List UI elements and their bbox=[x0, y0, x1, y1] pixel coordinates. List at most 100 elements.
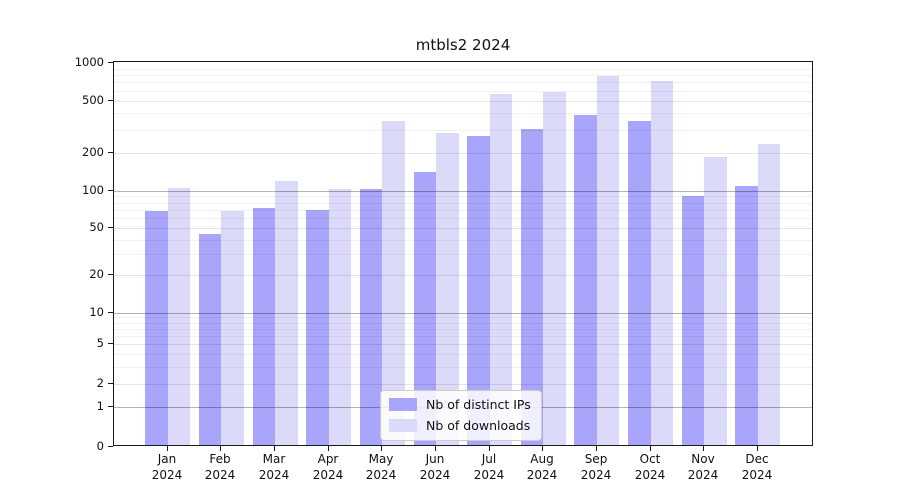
bar-distinct-ips-feb bbox=[198, 234, 222, 445]
legend-swatch-downloads bbox=[389, 419, 417, 432]
legend-item-distinct-ips: Nb of distinct IPs bbox=[389, 396, 531, 413]
bar-distinct-ips-jul bbox=[467, 136, 490, 445]
x-tick-aug bbox=[542, 446, 543, 451]
y-tick-label-100: 100 bbox=[82, 183, 104, 197]
bar-downloads-mar bbox=[275, 181, 298, 445]
bar-downloads-dec bbox=[757, 144, 781, 445]
chart-title: mtbls2 2024 bbox=[415, 36, 511, 54]
bar-distinct-ips-sep bbox=[574, 115, 597, 445]
y-tick-200 bbox=[108, 152, 113, 153]
bar-distinct-ips-nov bbox=[681, 196, 705, 445]
y-tick-500 bbox=[108, 100, 113, 101]
y-tick-100 bbox=[108, 190, 113, 191]
x-tick-label-jun: Jun 2024 bbox=[419, 452, 451, 482]
gridline-4 bbox=[114, 354, 812, 355]
bar-downloads-aug bbox=[543, 92, 566, 445]
gridline-7 bbox=[114, 329, 812, 330]
bar-downloads-may bbox=[382, 121, 405, 445]
y-tick-0 bbox=[108, 446, 113, 447]
gridline-9 bbox=[114, 317, 812, 318]
y-tick-label-5: 5 bbox=[96, 336, 104, 350]
gridline-5 bbox=[114, 344, 812, 345]
x-tick-label-oct: Oct 2024 bbox=[634, 452, 666, 482]
gridline-50 bbox=[114, 228, 812, 229]
y-tick-label-10: 10 bbox=[89, 305, 104, 319]
y-tick-10 bbox=[108, 312, 113, 313]
bar-distinct-ips-aug bbox=[520, 129, 544, 445]
legend-label-distinct-ips: Nb of distinct IPs bbox=[426, 397, 531, 412]
x-tick-label-may: May 2024 bbox=[365, 452, 397, 482]
gridline-90 bbox=[114, 196, 812, 197]
y-tick-5 bbox=[108, 343, 113, 344]
gridline-30 bbox=[114, 254, 812, 255]
bar-distinct-ips-oct bbox=[628, 121, 651, 445]
y-tick-1 bbox=[108, 406, 113, 407]
gridline-70 bbox=[114, 210, 812, 211]
legend-label-downloads: Nb of downloads bbox=[426, 418, 531, 433]
bar-downloads-jul bbox=[489, 94, 513, 445]
y-tick-label-50: 50 bbox=[89, 220, 104, 234]
y-tick-2 bbox=[108, 383, 113, 384]
gridline-200 bbox=[114, 153, 812, 154]
x-tick-label-aug: Aug 2024 bbox=[526, 452, 558, 482]
gridline-100 bbox=[114, 191, 812, 192]
gridline-400 bbox=[114, 113, 812, 114]
x-tick-dec bbox=[757, 446, 758, 451]
x-tick-label-apr: Apr 2024 bbox=[312, 452, 344, 482]
gridline-600 bbox=[114, 91, 812, 92]
bar-downloads-apr bbox=[328, 189, 352, 445]
bar-downloads-jan bbox=[167, 188, 191, 445]
bar-distinct-ips-jan bbox=[145, 211, 168, 445]
plot-area bbox=[113, 61, 813, 446]
bar-downloads-sep bbox=[596, 76, 620, 445]
y-tick-label-0: 0 bbox=[96, 439, 104, 453]
x-tick-label-dec: Dec 2024 bbox=[741, 452, 773, 482]
y-tick-label-20: 20 bbox=[89, 267, 104, 281]
y-tick-label-500: 500 bbox=[82, 93, 104, 107]
bar-downloads-oct bbox=[650, 81, 674, 445]
gridline-900 bbox=[114, 69, 812, 70]
y-tick-50 bbox=[108, 227, 113, 228]
y-tick-label-200: 200 bbox=[82, 145, 104, 159]
x-tick-apr bbox=[328, 446, 329, 451]
x-tick-may bbox=[381, 446, 382, 451]
gridline-300 bbox=[114, 130, 812, 131]
bar-distinct-ips-jun bbox=[413, 172, 436, 445]
x-tick-label-jan: Jan 2024 bbox=[151, 452, 183, 482]
gridline-6 bbox=[114, 336, 812, 337]
gridline-500 bbox=[114, 101, 812, 102]
x-tick-label-jul: Jul 2024 bbox=[473, 452, 505, 482]
bar-distinct-ips-may bbox=[359, 189, 383, 445]
bars-layer bbox=[114, 62, 812, 445]
x-tick-jul bbox=[489, 446, 490, 451]
bar-distinct-ips-mar bbox=[252, 208, 276, 445]
bar-downloads-feb bbox=[221, 211, 244, 445]
gridline-10 bbox=[114, 313, 812, 314]
gridline-20 bbox=[114, 275, 812, 276]
y-tick-label-2: 2 bbox=[96, 376, 104, 390]
bar-distinct-ips-apr bbox=[306, 210, 329, 445]
grid-layer bbox=[114, 62, 812, 445]
x-tick-jun bbox=[435, 446, 436, 451]
bar-distinct-ips-dec bbox=[735, 186, 758, 445]
legend-swatch-distinct-ips bbox=[389, 398, 417, 411]
x-tick-label-feb: Feb 2024 bbox=[204, 452, 236, 482]
gridline-8 bbox=[114, 323, 812, 324]
x-tick-nov bbox=[703, 446, 704, 451]
x-tick-oct bbox=[650, 446, 651, 451]
x-tick-label-sep: Sep 2024 bbox=[580, 452, 612, 482]
bar-downloads-nov bbox=[704, 157, 727, 445]
x-tick-label-nov: Nov 2024 bbox=[687, 452, 719, 482]
gridline-800 bbox=[114, 75, 812, 76]
x-tick-mar bbox=[274, 446, 275, 451]
legend-item-downloads: Nb of downloads bbox=[389, 417, 531, 434]
x-tick-feb bbox=[220, 446, 221, 451]
y-tick-label-1000: 1000 bbox=[74, 55, 104, 69]
gridline-40 bbox=[114, 240, 812, 241]
y-tick-20 bbox=[108, 274, 113, 275]
y-tick-1000 bbox=[108, 62, 113, 63]
bar-downloads-jun bbox=[436, 133, 459, 445]
x-tick-label-mar: Mar 2024 bbox=[258, 452, 290, 482]
x-tick-jan bbox=[167, 446, 168, 451]
